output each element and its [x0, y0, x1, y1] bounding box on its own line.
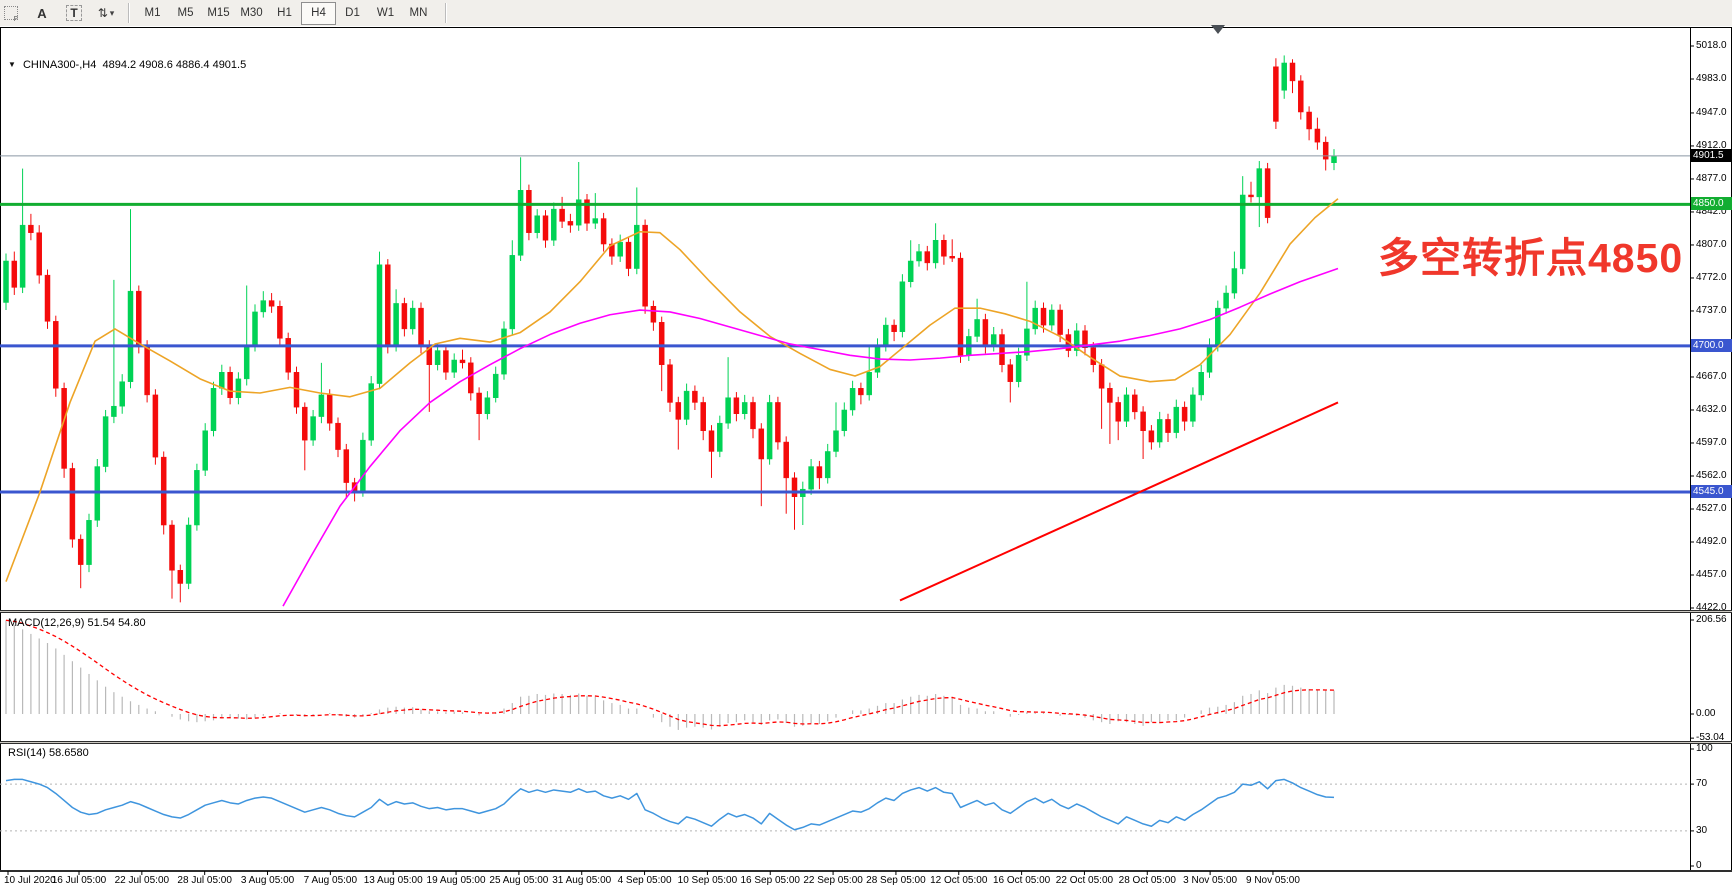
price-tick-label: 4912.0: [1696, 139, 1727, 151]
price-marker-4850.0: 4850.0: [1691, 197, 1732, 211]
date-label: 10 Jul 2020: [4, 875, 56, 886]
date-label: 9 Nov 05:00: [1245, 875, 1300, 886]
price-tick-label: 4492.0: [1696, 535, 1727, 547]
price-tick-label: 4562.0: [1696, 469, 1727, 481]
toolbar-grip-icon[interactable]: F: [4, 6, 18, 23]
price-tick-label: 5018.0: [1696, 40, 1727, 51]
rsi-tick-label: 70: [1696, 778, 1708, 790]
timeframe-button-H4[interactable]: H4: [301, 1, 336, 25]
price-tick-label: 4632.0: [1696, 403, 1727, 415]
price-tick-label: 4597.0: [1696, 436, 1727, 448]
date-label: 31 Aug 05:00: [552, 875, 612, 886]
date-label: 22 Jul 05:00: [114, 875, 170, 886]
macd-tick-label: 206.56: [1696, 614, 1727, 625]
price-tick-label: 4842.0: [1696, 205, 1727, 217]
price-tick-label: 4983.0: [1696, 73, 1727, 84]
date-label: 3 Aug 05:00: [240, 875, 295, 886]
price-marker-4700.0: 4700.0: [1691, 338, 1732, 352]
chart-shift-marker-icon[interactable]: [1211, 25, 1225, 34]
text-tool-button[interactable]: T: [58, 3, 90, 23]
date-label: 10 Sep 05:00: [677, 875, 738, 886]
date-label: 4 Sep 05:00: [617, 875, 672, 886]
toolbar-separator: [128, 3, 130, 23]
price-tick-label: 4422.0: [1696, 602, 1727, 613]
date-label: 7 Aug 05:00: [303, 875, 358, 886]
rsi-value: 58.6580: [48, 747, 89, 759]
price-tick-label: 4527.0: [1696, 502, 1727, 514]
price-tick-label: 4667.0: [1696, 370, 1727, 382]
timeframe-group: M1 M5 M15 M30 H1 H4 D1 W1 MN: [136, 1, 435, 25]
cursor-a-icon[interactable]: A: [37, 5, 47, 21]
date-label: 22 Oct 05:00: [1055, 875, 1114, 886]
date-label: 25 Aug 05:00: [489, 875, 549, 886]
price-marker-4901.5: 4901.5: [1691, 148, 1732, 162]
date-label: 16 Oct 05:00: [992, 875, 1051, 886]
price-marker-4545.0: 4545.0: [1691, 485, 1732, 499]
date-label: 16 Sep 05:00: [740, 875, 800, 886]
rsi-tick-label: 0: [1696, 860, 1702, 871]
timeframe-button-M30[interactable]: M30: [240, 7, 263, 19]
rsi-label: RSI(14) 58.6580: [8, 747, 89, 759]
timeframe-button-W1[interactable]: W1: [376, 7, 395, 19]
price-tick-label: 4877.0: [1696, 172, 1727, 184]
chart-svg: [0, 27, 1732, 875]
symbol-quote-line: ▼ CHINA300-,H4 4894.2 4908.6 4886.4 4901…: [8, 59, 246, 71]
chart-canvas[interactable]: ▼ CHINA300-,H4 4894.2 4908.6 4886.4 4901…: [0, 25, 1732, 892]
date-label: 28 Sep 05:00: [866, 875, 926, 886]
price-tick-label: 4457.0: [1696, 568, 1727, 580]
date-label: 12 Oct 05:00: [930, 875, 988, 886]
dropdown-caret-icon: ▾: [109, 7, 115, 18]
macd-label: MACD(12,26,9) 51.54 54.80: [8, 617, 146, 629]
arrows-tool-button[interactable]: ⇅ ▾: [90, 3, 122, 23]
macd-values: 51.54 54.80: [87, 617, 146, 629]
date-label: 16 Jul 05:00: [51, 875, 107, 886]
date-label: 13 Aug 05:00: [363, 875, 423, 886]
date-label: 28 Jul 05:00: [177, 875, 232, 886]
date-label: 3 Nov 05:00: [1183, 875, 1238, 886]
quote-ohlc: 4894.2 4908.6 4886.4 4901.5: [102, 59, 247, 71]
symbol-label: CHINA300-,H4: [22, 59, 97, 71]
arrows-tool-icon: ⇅: [97, 6, 108, 20]
timeframe-button-M5[interactable]: M5: [177, 7, 194, 19]
macd-tick-label: -53.04: [1696, 732, 1725, 744]
price-tick-label: 4772.0: [1696, 271, 1727, 283]
timeframe-button-M15[interactable]: M15: [207, 7, 230, 19]
collapse-triangle-icon[interactable]: ▼: [8, 60, 16, 69]
timeframe-button-H1[interactable]: H1: [277, 7, 292, 19]
timeframe-button-D1[interactable]: D1: [345, 7, 360, 19]
timeframe-button-MN[interactable]: MN: [409, 7, 428, 19]
annotation-text: 多空转折点4850: [1378, 235, 1684, 281]
rsi-tick-label: 30: [1696, 824, 1708, 836]
price-tick-label: 4807.0: [1696, 238, 1727, 250]
macd-tick-label: 0.00: [1696, 708, 1716, 719]
timeframe-button-M1[interactable]: M1: [144, 7, 161, 19]
price-tick-label: 4737.0: [1696, 304, 1727, 316]
toolbar: F A T ⇅ ▾ M1 M5 M15 M30 H1 H4 D1 W1 MN: [0, 0, 1732, 27]
date-label: 28 Oct 05:00: [1118, 875, 1176, 886]
text-tool-icon: T: [66, 5, 82, 21]
rsi-tick-label: 100: [1696, 743, 1713, 754]
date-label: 22 Sep 05:00: [803, 875, 863, 886]
price-tick-label: 4947.0: [1696, 106, 1727, 118]
toolbar-separator: [445, 3, 447, 23]
date-label: 19 Aug 05:00: [426, 875, 486, 886]
